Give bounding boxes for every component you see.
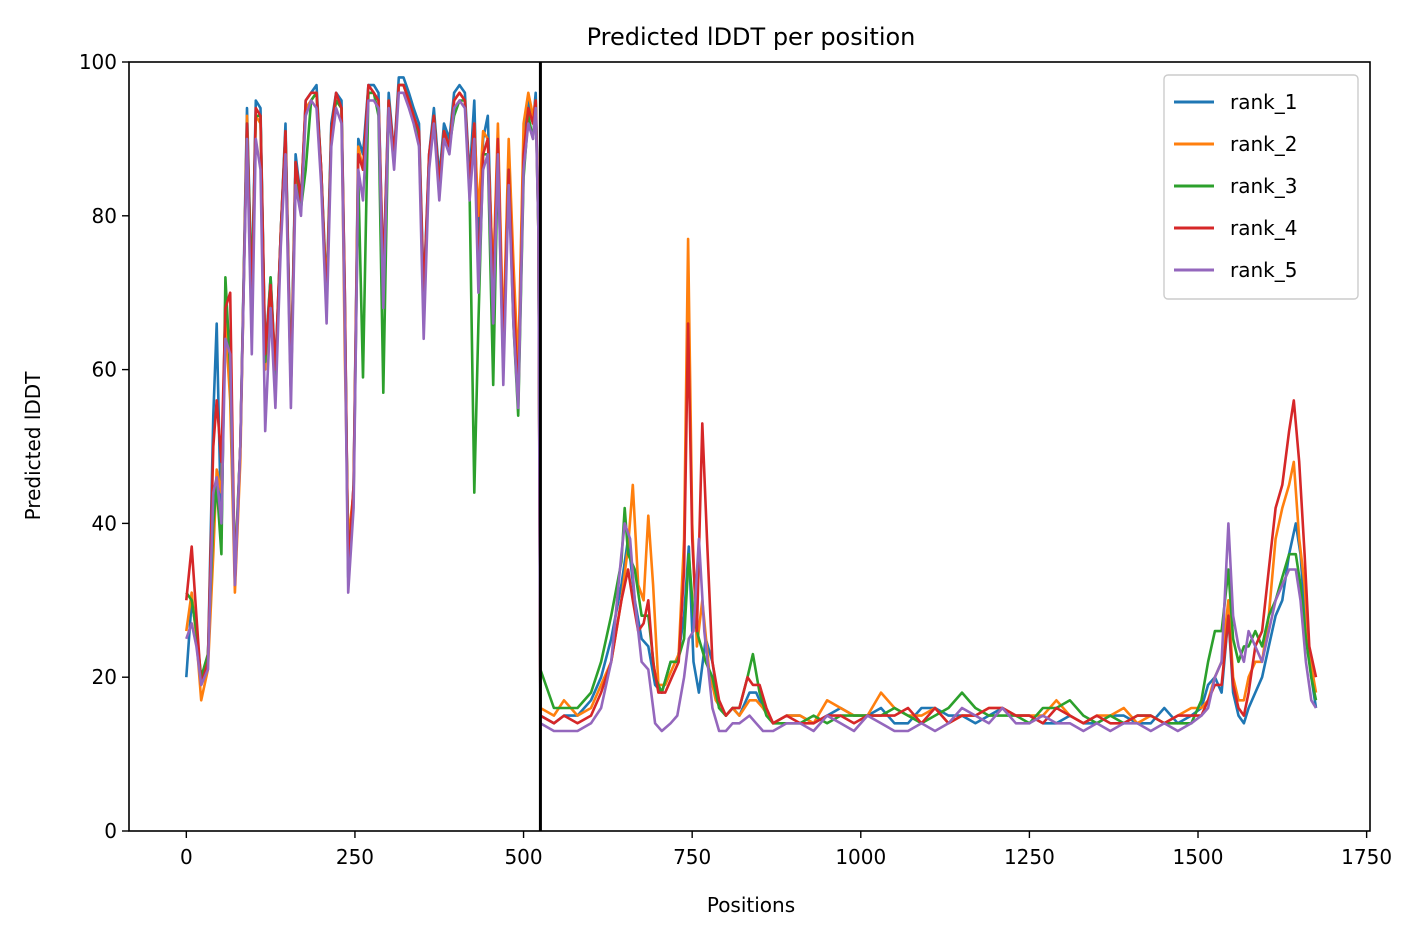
x-tick-label: 1000 [835, 845, 886, 869]
y-tick-label: 80 [92, 204, 117, 228]
legend-label-rank_5: rank_5 [1230, 258, 1297, 282]
series-line-rank_1 [185, 76, 1318, 725]
y-tick-label: 0 [104, 819, 117, 843]
x-axis-ticks: 0 250 500 750 1000 1250 1500 1750 [180, 831, 1392, 869]
x-axis-label: Positions [707, 893, 795, 917]
y-tick-label: 100 [79, 50, 117, 74]
series-group [185, 76, 1318, 733]
y-tick-label: 40 [92, 511, 117, 535]
x-tick-label: 1500 [1173, 845, 1224, 869]
x-tick-label: 1750 [1341, 845, 1392, 869]
y-axis-label: Predicted lDDT [21, 371, 45, 521]
y-tick-label: 60 [92, 358, 117, 382]
y-axis-ticks: 0 20 40 60 80 100 [79, 50, 129, 843]
legend: rank_1 rank_2 rank_3 rank_4 rank_5 [1163, 74, 1359, 300]
series-line-rank_5 [185, 91, 1318, 733]
x-tick-label: 500 [504, 845, 542, 869]
legend-label-rank_3: rank_3 [1230, 174, 1297, 198]
x-tick-label: 750 [673, 845, 711, 869]
x-tick-label: 250 [336, 845, 374, 869]
legend-label-rank_2: rank_2 [1230, 132, 1297, 156]
x-tick-label: 0 [180, 845, 193, 869]
series-line-rank_4 [185, 83, 1318, 725]
legend-label-rank_4: rank_4 [1230, 216, 1297, 240]
legend-label-rank_1: rank_1 [1230, 90, 1297, 114]
chart-title: Predicted lDDT per position [587, 23, 916, 51]
legend-box [1163, 74, 1359, 300]
x-tick-label: 1250 [1004, 845, 1055, 869]
y-tick-label: 20 [92, 665, 117, 689]
plot-frame [128, 61, 1371, 832]
